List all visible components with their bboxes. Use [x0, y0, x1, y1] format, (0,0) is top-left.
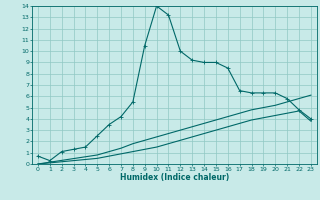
X-axis label: Humidex (Indice chaleur): Humidex (Indice chaleur) [120, 173, 229, 182]
